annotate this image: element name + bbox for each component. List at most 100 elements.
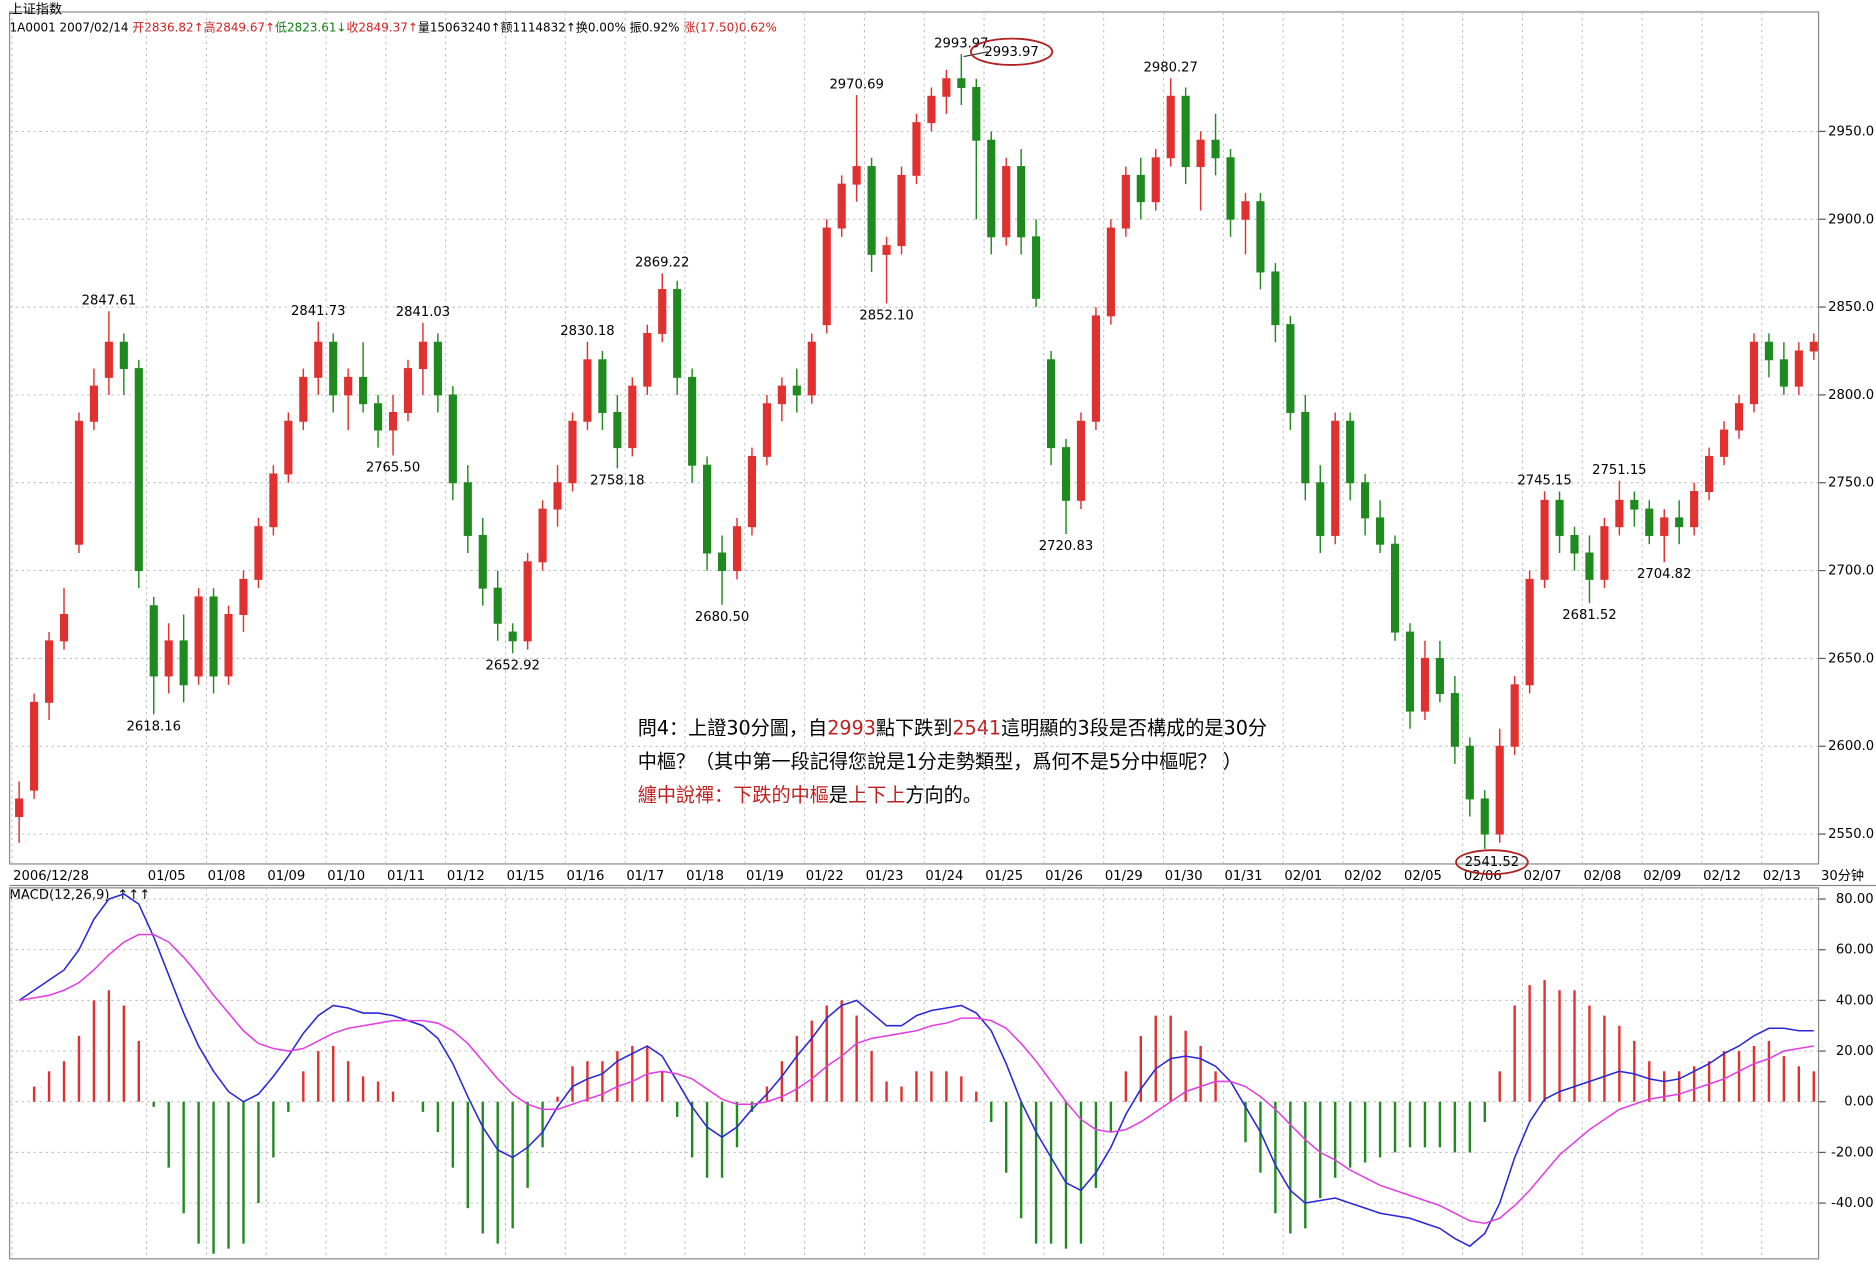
candle-body	[897, 174, 906, 247]
candle-body	[942, 78, 951, 97]
candle-body	[1450, 693, 1459, 747]
candle-body	[568, 420, 577, 484]
candle-body	[703, 464, 712, 554]
candle-body	[1615, 499, 1624, 528]
candle-body	[1794, 350, 1803, 387]
candle-body	[209, 596, 218, 677]
candle-body	[807, 341, 816, 396]
x-tick-label: 01/05	[148, 869, 186, 884]
candle-body	[239, 578, 248, 615]
note-segment: 點下跌到	[876, 716, 952, 739]
x-tick-label: 02/07	[1524, 869, 1562, 884]
candle-body	[1390, 543, 1400, 633]
candle-body	[957, 78, 966, 88]
note-segment: 中樞？（其中第一段記得您說是1分走勢類型，爲何不是5分中樞呢？ ）	[638, 750, 1242, 773]
candle-body	[1121, 174, 1130, 229]
candle-body	[732, 526, 742, 572]
candle-body	[553, 482, 562, 510]
y-tick-label: 40.00	[1836, 993, 1874, 1008]
candle-body	[1734, 403, 1744, 431]
x-tick-label: 01/23	[866, 869, 904, 884]
candle-body	[1136, 174, 1145, 203]
low-label: 2765.50	[366, 460, 420, 475]
candle-body	[403, 368, 413, 413]
candle-body	[1046, 359, 1056, 449]
candle-body	[1301, 412, 1310, 484]
candle-body	[164, 640, 173, 677]
candle-body	[1510, 684, 1519, 747]
low-label: 2618.16	[127, 719, 181, 734]
x-tick-label: 01/16	[567, 869, 605, 884]
info-item: 振0.92%	[630, 20, 684, 34]
x-tick-label: 02/05	[1404, 869, 1442, 884]
candle-body	[1376, 517, 1385, 545]
note-segment: 纏中說禪：下跌的中樞	[638, 783, 829, 806]
candle-body	[972, 87, 981, 141]
low-label: 2704.82	[1637, 567, 1691, 582]
candle-body	[1151, 157, 1160, 203]
candle-body	[1196, 139, 1205, 168]
x-tick-label: 01/24	[925, 869, 963, 884]
candle-body	[1719, 429, 1729, 457]
note-segment: 這明顯的3段是否構成的是30分	[1001, 716, 1267, 739]
y-tick-label: 2950.0	[1828, 124, 1874, 139]
candle-body	[1600, 526, 1609, 580]
x-tick-label: 2006/12/28	[13, 869, 89, 884]
low-label: 2681.52	[1562, 608, 1616, 623]
x-tick-label: 01/31	[1225, 869, 1263, 884]
candle-body	[30, 701, 39, 791]
candle-body	[867, 166, 876, 255]
candle-body	[1286, 324, 1295, 413]
period-label: 30分钟	[1821, 867, 1864, 884]
candle-body	[284, 420, 293, 475]
price-frame	[8, 11, 1820, 865]
info-item: 收2849.37↑	[346, 20, 417, 34]
x-tick-label: 02/08	[1583, 869, 1621, 884]
info-item: 高2849.67↑	[204, 19, 275, 34]
x-tick-label: 02/09	[1643, 869, 1681, 884]
high-label: 2751.15	[1592, 463, 1646, 478]
candle-body	[388, 412, 398, 431]
candle-body	[717, 552, 727, 572]
leader	[963, 51, 988, 58]
candle-body	[44, 640, 54, 703]
note-segment: 2541	[952, 716, 1001, 739]
candle-body	[777, 385, 786, 405]
candle-body	[852, 166, 861, 185]
x-tick-label: 02/02	[1344, 869, 1382, 884]
note-segment: 方向的。	[905, 783, 981, 806]
y-tick-label: 2600.0	[1828, 739, 1874, 754]
candle-body	[89, 385, 98, 422]
y-tick-label: 2750.0	[1828, 476, 1874, 491]
circle-mark	[970, 37, 1054, 66]
circle-mark	[1455, 849, 1529, 876]
high-label: 2993.97	[984, 45, 1038, 60]
candle-body	[1570, 534, 1579, 554]
high-label: 2993.97	[934, 36, 988, 51]
candle-body	[1779, 359, 1788, 387]
candle-body	[658, 289, 667, 334]
y-tick-label: 2800.0	[1828, 388, 1874, 403]
x-tick-label: 01/15	[507, 869, 545, 884]
candle-body	[119, 341, 128, 370]
candle-body	[359, 376, 368, 405]
macd-line	[19, 933, 1814, 1225]
candle-body	[254, 526, 263, 580]
candle-body	[583, 359, 592, 422]
x-tick-label: 01/30	[1165, 869, 1203, 884]
candle-body	[598, 359, 607, 413]
candle-body	[1181, 95, 1190, 168]
candle-body	[613, 412, 622, 449]
candle-body	[1690, 491, 1699, 528]
candle-body	[1435, 657, 1444, 695]
candle-body	[493, 587, 502, 624]
candle-body	[1585, 552, 1594, 580]
x-tick-label: 01/18	[686, 869, 724, 884]
candle-body	[1091, 315, 1100, 422]
candle-body	[1675, 517, 1684, 528]
y-tick-label: 20.00	[1836, 1044, 1874, 1059]
low-label: 2758.18	[590, 473, 644, 488]
candle-body	[927, 95, 936, 124]
